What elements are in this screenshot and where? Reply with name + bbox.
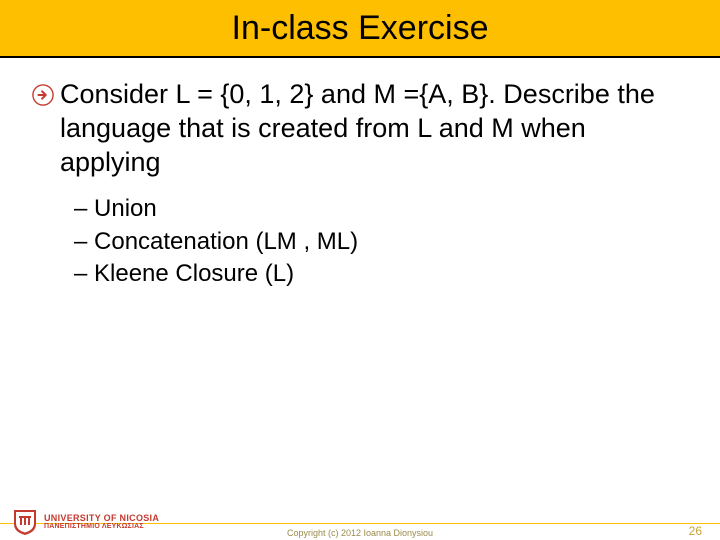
title-band: In-class Exercise — [0, 0, 720, 58]
main-bullet-row: Consider L = {0, 1, 2} and M ={A, B}. De… — [32, 78, 688, 179]
logo-line2: ΠΑΝΕΠΙΣΤΗΜΙΟ ΛΕΥΚΩΣΙΑΣ — [44, 523, 159, 530]
sub-bullet: – Kleene Closure (L) — [74, 258, 688, 290]
sub-bullet: – Union — [74, 193, 688, 225]
university-logo: UNIVERSITY OF NICOSIA ΠΑΝΕΠΙΣΤΗΜΙΟ ΛΕΥΚΩ… — [12, 508, 159, 536]
copyright-text: Copyright (c) 2012 Ioanna Dionysiou — [287, 528, 433, 538]
page-number: 26 — [689, 524, 702, 538]
logo-text: UNIVERSITY OF NICOSIA ΠΑΝΕΠΙΣΤΗΜΙΟ ΛΕΥΚΩ… — [44, 514, 159, 530]
footer: UNIVERSITY OF NICOSIA ΠΑΝΕΠΙΣΤΗΜΙΟ ΛΕΥΚΩ… — [0, 498, 720, 540]
arrow-icon — [32, 84, 54, 106]
slide-title: In-class Exercise — [232, 9, 489, 48]
logo-line1: UNIVERSITY OF NICOSIA — [44, 514, 159, 523]
main-bullet-text: Consider L = {0, 1, 2} and M ={A, B}. De… — [60, 78, 688, 179]
shield-icon — [12, 508, 38, 536]
slide: In-class Exercise Consider L = {0, 1, 2}… — [0, 0, 720, 540]
sub-bullet: – Concatenation (LM , ML) — [74, 226, 688, 258]
content-area: Consider L = {0, 1, 2} and M ={A, B}. De… — [0, 58, 720, 540]
sub-list: – Union – Concatenation (LM , ML) – Klee… — [74, 193, 688, 290]
